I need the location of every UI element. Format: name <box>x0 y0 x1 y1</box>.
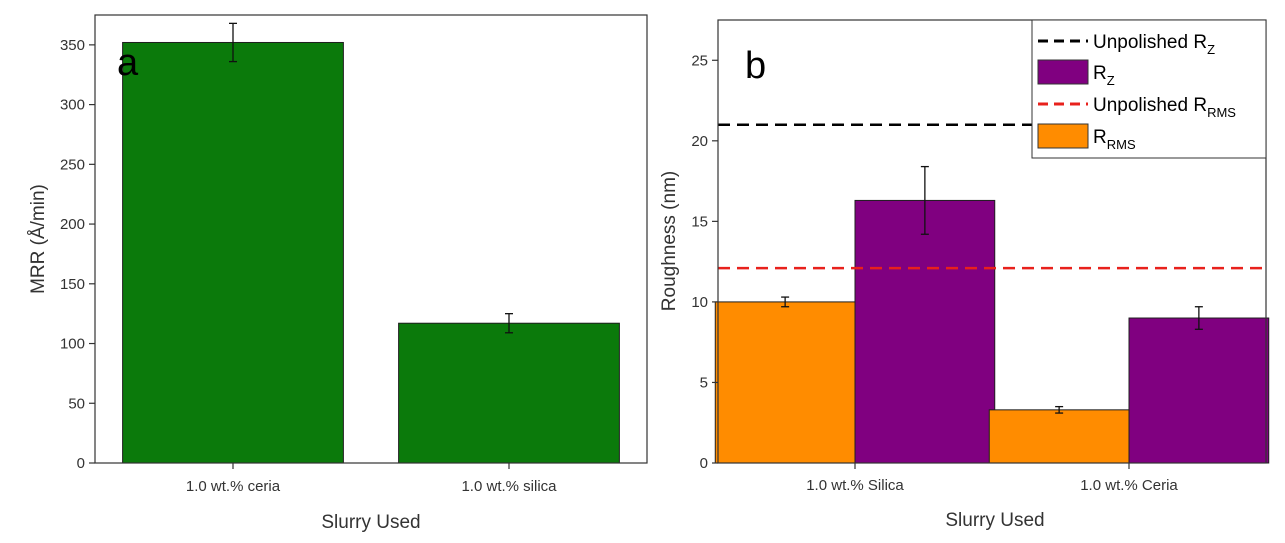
panel-a-bars <box>122 41 620 464</box>
panel-a-y-tick-label: 250 <box>60 156 85 173</box>
panel-a-plot-frame <box>94 14 648 464</box>
panel-b-y-tick-label: 0 <box>700 455 708 472</box>
panel-a-error-bars <box>229 22 513 334</box>
panel-b-bar-r-rms-2 <box>988 409 1130 464</box>
panel-a-bar-1 <box>122 41 344 464</box>
panel-b-y-tick-label: 10 <box>691 294 708 311</box>
legend-rz-label: RZ <box>1093 63 1115 88</box>
panel-a-y-axis: 0 50 100 150 200 250 300 350 <box>60 37 95 472</box>
panel-b-bar-r-z-2 <box>1128 317 1270 464</box>
legend-unpolished-rz-sub: Z <box>1207 42 1215 57</box>
panel-a-y-tick-label: 300 <box>60 97 85 114</box>
panel-b-legend: Unpolished RZ RZ Unpolished RRMS RRMS <box>1031 19 1267 159</box>
panel-a-y-tick-label: 350 <box>60 37 85 54</box>
panel-a-y-tick-label: 100 <box>60 336 85 353</box>
panel-b-x-tick-label: 1.0 wt.% Ceria <box>1080 477 1178 494</box>
panel-b-letter: b <box>745 45 766 87</box>
panel-a-y-axis-title: MRR (Å/min) <box>28 184 49 294</box>
panel-a-x-axis: 1.0 wt.% ceria 1.0 wt.% silica <box>186 463 557 495</box>
panel-a-x-axis-title: Slurry Used <box>321 512 420 533</box>
legend-unpolished-rrms-label: Unpolished RRMS <box>1093 95 1236 120</box>
panel-b-bar-r-z-1 <box>854 199 996 464</box>
legend-unpolished-rz-label: Unpolished RZ <box>1093 32 1215 57</box>
legend-rrms-swatch <box>1037 123 1089 149</box>
panel-b: 0 5 10 15 20 25 1.0 wt.% Silica 1.0 wt.% Ceria… <box>659 19 1270 531</box>
legend-unpolished-rrms-sub: RMS <box>1207 105 1236 120</box>
panel-a-x-tick-label: 1.0 wt.% silica <box>461 478 557 495</box>
panel-b-bars <box>714 199 1270 464</box>
legend-rz-swatch <box>1037 59 1089 85</box>
legend-rz-sub: Z <box>1107 73 1115 88</box>
panel-b-error-bar-r-rms-1 <box>781 296 790 308</box>
legend-rrms-label: RRMS <box>1093 127 1136 152</box>
panel-b-plot-frame <box>717 19 1267 464</box>
panel-b-y-tick-label: 15 <box>691 213 708 230</box>
panel-a-error-bar-1 <box>229 22 237 63</box>
panel-a-y-tick-label: 0 <box>77 455 85 472</box>
panel-b-y-tick-label: 20 <box>691 133 708 150</box>
panel-b-error-bar-r-z-1 <box>920 165 929 235</box>
panel-b-y-axis: 0 5 10 15 20 25 <box>691 52 718 472</box>
panel-a-letter: a <box>117 42 139 84</box>
panel-b-error-bars <box>781 165 1203 414</box>
panel-b-error-bar-r-rms-2 <box>1055 405 1064 414</box>
legend-unpolished-rz-main: Unpolished R <box>1093 32 1207 53</box>
legend-rrms-sub: RMS <box>1107 137 1136 152</box>
panel-b-error-bar-r-z-2 <box>1194 306 1203 330</box>
panel-a-x-tick-label: 1.0 wt.% ceria <box>186 478 281 495</box>
legend-unpolished-rrms-main: Unpolished R <box>1093 95 1207 116</box>
legend-rz-main: R <box>1093 63 1107 84</box>
panel-b-y-tick-label: 25 <box>691 52 708 69</box>
panel-b-bar-r-rms-1 <box>714 301 856 464</box>
panel-a-y-tick-label: 200 <box>60 216 85 233</box>
panel-b-y-axis-title: Roughness (nm) <box>659 171 680 311</box>
panel-a-y-tick-label: 150 <box>60 276 85 293</box>
legend-rrms-main: R <box>1093 127 1107 148</box>
panel-b-y-tick-label: 5 <box>700 374 708 391</box>
panel-b-x-axis: 1.0 wt.% Silica 1.0 wt.% Ceria <box>806 463 1178 494</box>
panel-a-bar-2 <box>398 322 620 464</box>
panel-b-x-tick-label: 1.0 wt.% Silica <box>806 477 904 494</box>
panel-a-error-bar-2 <box>505 313 513 334</box>
panel-a-y-tick-label: 50 <box>68 395 85 412</box>
panel-b-x-axis-title: Slurry Used <box>945 510 1044 531</box>
